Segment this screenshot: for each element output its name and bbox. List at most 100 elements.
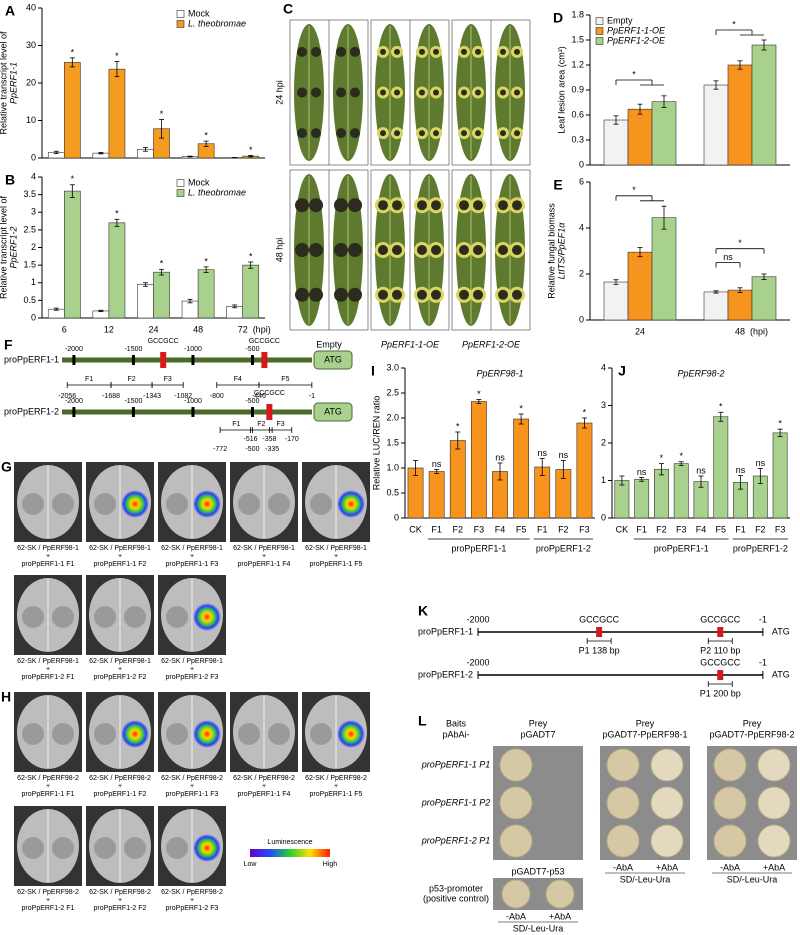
lesion [473,200,483,211]
probe-label: P1 138 bp [579,645,620,655]
x-tick-label: F2 [755,524,766,534]
y-tick-label: 0.5 [386,487,399,497]
significance-label: * [71,47,75,57]
tick [72,407,76,417]
legend-swatch [176,189,185,197]
tick [250,407,254,417]
y-tick-label: 0.6 [571,109,584,119]
y-tick-label: 1.8 [571,9,584,19]
lesion [311,87,321,98]
fragment-label: F2 [127,376,135,383]
significance-label: ns [637,467,647,477]
y-tick-label: 2.5 [23,224,36,234]
x-tick-label: F1 [431,524,442,534]
bar [727,64,753,166]
y-tick-label: 1 [31,277,36,287]
legend-swatch [176,179,185,187]
y-axis-title: Relative transcript level of [0,195,8,299]
group-label: proPpERF1-1 [451,543,506,553]
position-label: -1500 [124,346,142,353]
lesion [392,200,402,211]
lesion [431,245,441,255]
infiltration [124,606,146,628]
y-tick-label: 0 [394,512,399,522]
bar [181,300,199,319]
lesion [392,245,402,255]
bait-label: proPpERF1-1 P1 [421,759,491,769]
lesion [500,48,506,55]
lesion [336,46,346,57]
motif-label: GCCGCC [254,390,285,397]
colony [499,748,533,782]
lesion [380,89,386,96]
motif [261,352,268,368]
caption: proPpERF1-1 F4 [238,791,291,798]
bar [576,422,593,519]
x-tick-label: 48 [735,326,745,336]
lesion [311,128,321,139]
tss-box [313,402,353,422]
caption: + [190,897,194,904]
x-tick-label: F2 [453,524,464,534]
bar [751,276,777,321]
probe-label: P2 110 bp [700,645,740,655]
lesion [500,130,506,137]
y-tick-label: 0.9 [571,84,584,94]
lesion [309,198,323,213]
y-tick-label: 3 [601,400,606,410]
colony [713,786,747,820]
significance-label: ns [756,458,766,468]
lesion [433,89,439,96]
caption: 62-SK / PpERF98-1 [233,545,295,552]
infiltration [52,493,74,515]
colony [650,824,684,858]
bar [634,479,650,519]
luminescence [121,720,149,748]
caption: + [46,783,50,790]
coord-label: -1688 [102,393,120,400]
significance-label: * [519,403,523,413]
caption: proPpERF1-1 F1 [22,561,75,568]
panel-label: A [5,3,15,19]
x-tick-label: F5 [516,524,527,534]
promoter-name: proPpERF1-1 [4,354,59,364]
position-label: -1 [759,657,767,667]
colony [757,786,791,820]
lesion [295,243,309,257]
header: Prey [529,718,548,728]
caption: 62-SK / PpERF98-2 [233,775,295,782]
chart-title: PpERF98-2 [677,368,724,378]
legend-label: L. theobromae [188,187,246,197]
significance-label: * [71,174,75,184]
caption: + [46,897,50,904]
lesion [498,245,508,255]
coord-label: -446 [252,393,266,400]
caption: 62-SK / PpERF98-1 [17,545,79,552]
caption: proPpERF1-1 F3 [166,561,219,568]
column-label: PpERF1-2-OE [462,339,521,349]
significance-label: * [115,209,119,219]
promoter-name: proPpERF1-2 [4,406,59,416]
bar [153,271,170,319]
y-tick-label: 10 [26,115,36,125]
infiltration [52,606,74,628]
colony [501,879,531,909]
header: pGADT7-p53 [511,866,564,876]
y-tick-label: 2 [579,268,584,278]
medium-label: +AbA [549,911,571,921]
probe-label: P1 200 bp [700,688,741,698]
group-label: proPpERF1-1 [654,543,709,553]
annotation: * [732,19,736,29]
header: pAbAi- [442,729,469,739]
fragment-label: F1 [85,376,93,383]
lesion [334,287,348,302]
caption: proPpERF1-2 F1 [22,674,75,681]
infiltration [94,837,116,859]
caption: 62-SK / PpERF98-2 [305,775,367,782]
lesion [419,48,425,55]
lesion [475,89,481,96]
x-tick-label: F1 [735,524,746,534]
y-tick-label: 2.0 [386,412,399,422]
panel-label: K [418,603,428,619]
y-tick-label: 1 [601,475,606,485]
